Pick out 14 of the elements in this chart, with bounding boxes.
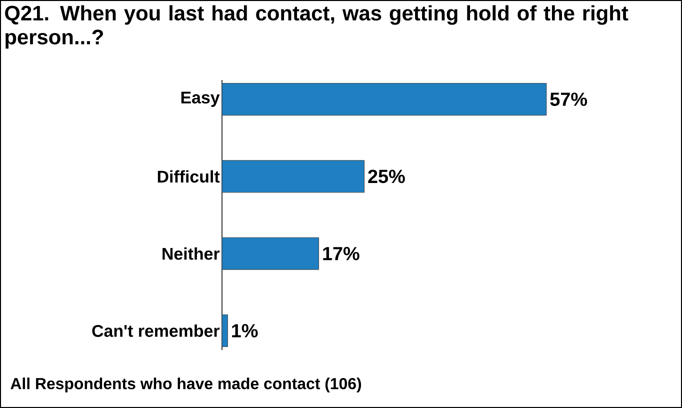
bar — [222, 314, 228, 347]
text: All Respondents who have made contact (106) — [10, 378, 362, 392]
bar — [222, 83, 547, 116]
chart-title: Q21. When you last had contact, was getting hold of the right person...? — [5, 5, 628, 49]
y-tick-label: Can't remember — [92, 324, 220, 337]
data-label: 17% — [323, 246, 360, 260]
bar — [222, 237, 320, 270]
data-label: 25% — [368, 170, 405, 184]
bar — [222, 160, 365, 193]
y-tick-label: Easy — [181, 92, 220, 107]
data-label: 1% — [232, 324, 258, 338]
y-tick-label: Neither — [162, 247, 220, 260]
y-tick-label: Difficult — [158, 170, 220, 183]
data-label: 57% — [550, 92, 588, 106]
